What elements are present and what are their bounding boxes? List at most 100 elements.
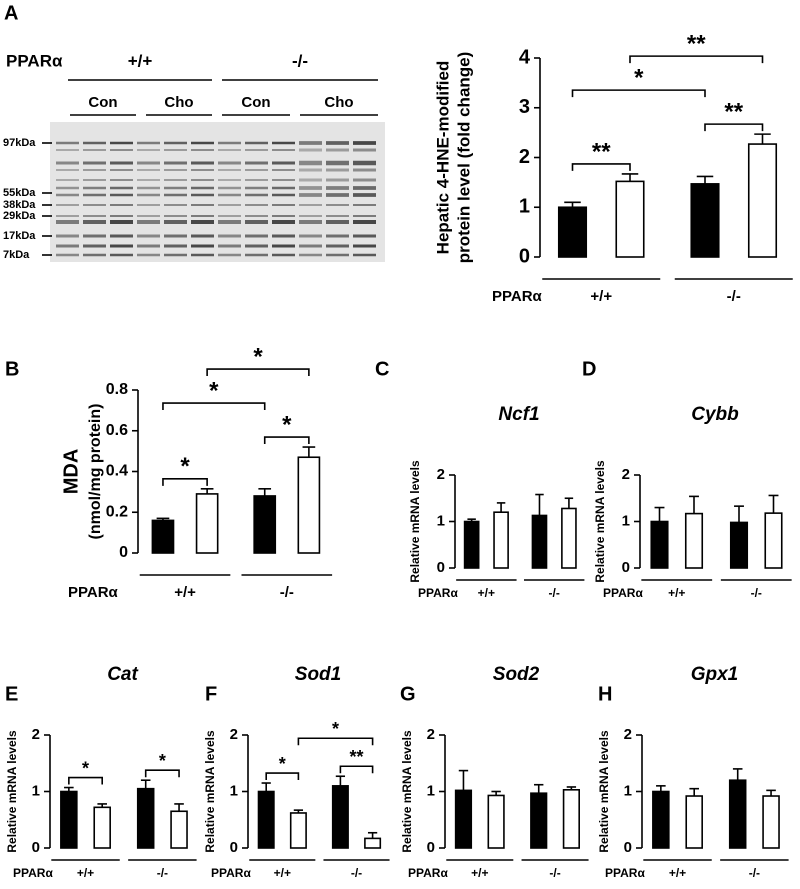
group-label: -/- <box>549 866 560 880</box>
blot-band <box>326 204 349 206</box>
bar <box>93 806 111 849</box>
bar <box>652 790 670 849</box>
blot-band <box>245 244 268 248</box>
y-tick-label: 0 <box>622 559 630 576</box>
significance-label: * <box>180 453 190 480</box>
bar <box>690 183 720 258</box>
blot-band <box>56 141 79 145</box>
blot-band <box>326 193 349 197</box>
blot-band <box>299 244 322 248</box>
blot-band <box>83 149 106 151</box>
blot-band <box>83 234 106 238</box>
blot-band <box>272 234 295 238</box>
blot-band <box>137 161 160 165</box>
y-tick-label: 4 <box>519 46 531 68</box>
blot-band <box>353 220 376 224</box>
significance-label: ** <box>592 138 611 165</box>
y-axis-label: (nmol/mg protein) <box>87 404 104 540</box>
y-tick-label: 2 <box>427 726 435 743</box>
blot-band <box>299 234 322 238</box>
y-tick-label: 1 <box>622 512 630 529</box>
blot-band <box>353 193 376 197</box>
group-label: +/+ <box>668 586 685 600</box>
blot-band <box>299 160 322 166</box>
blot-band <box>299 204 322 206</box>
marker-label: 97kDa <box>3 137 36 149</box>
y-axis-label: Relative mRNA levels <box>593 460 607 583</box>
blot-band <box>218 141 241 145</box>
y-tick-label: 0 <box>32 839 40 856</box>
blot-band <box>245 234 268 238</box>
y-tick-label: 1 <box>427 782 435 799</box>
bar <box>562 789 580 849</box>
group-title: PPARα <box>603 586 643 600</box>
treatment-label: Con <box>241 94 270 111</box>
blot-band <box>191 193 214 197</box>
blot-band <box>164 169 187 171</box>
blot-band <box>191 141 214 145</box>
blot-band <box>272 215 295 217</box>
blot-band <box>110 220 133 224</box>
blot-band <box>110 186 133 190</box>
significance-bracket <box>206 368 310 377</box>
bar <box>454 789 473 849</box>
blot-band <box>83 161 106 165</box>
y-axis-label: MDA <box>60 449 82 495</box>
y-tick-label: 0 <box>437 559 445 576</box>
significance-bracket <box>162 402 266 411</box>
blot-band <box>164 161 187 165</box>
blot-band <box>272 244 295 248</box>
blot-band <box>56 215 79 217</box>
significance-bracket <box>263 436 310 445</box>
bar <box>253 495 277 554</box>
significance-bracket <box>162 478 208 486</box>
blot-band <box>164 244 187 248</box>
blot-band <box>56 161 79 165</box>
blot-band <box>164 149 187 151</box>
y-tick-label: 1 <box>624 782 632 799</box>
bar <box>762 795 780 849</box>
blot-band <box>353 215 376 217</box>
y-tick-label: 0 <box>427 839 435 856</box>
blot-band <box>83 141 106 145</box>
blot-band <box>83 253 106 257</box>
blot-band <box>83 186 106 190</box>
blot-band <box>191 220 214 224</box>
significance-bracket <box>629 55 764 64</box>
panel-letter: H <box>598 683 612 705</box>
blot-band <box>137 220 160 224</box>
significance-bracket <box>704 123 764 132</box>
blot-band <box>56 169 79 171</box>
significance-label: * <box>279 754 286 774</box>
chart-title: Ncf1 <box>498 404 539 425</box>
treatment-label: Con <box>88 94 117 111</box>
group-label: +/+ <box>174 584 196 601</box>
group-label: -/- <box>749 866 760 880</box>
blot-band <box>272 169 295 171</box>
blot-band <box>272 253 295 257</box>
genotype-label: -/- <box>292 51 308 70</box>
panel-letter: E <box>5 683 18 705</box>
blot-band <box>56 244 79 248</box>
panel-letter: F <box>205 683 217 705</box>
blot-band <box>326 234 349 238</box>
bar <box>289 812 307 849</box>
bar <box>136 787 155 849</box>
blot-band <box>164 234 187 238</box>
group-label: -/- <box>549 586 560 600</box>
blot-band <box>353 178 376 182</box>
blot-band <box>245 161 268 165</box>
blot-band <box>137 149 160 151</box>
bar <box>170 810 188 849</box>
significance-label: * <box>209 377 219 404</box>
blot-band <box>110 193 133 197</box>
significance-label: * <box>82 758 89 778</box>
group-title: PPARα <box>211 866 251 880</box>
blot-band <box>137 215 160 217</box>
group-label: +/+ <box>77 866 94 880</box>
treatment-label: Cho <box>164 94 193 111</box>
y-tick-label: 2 <box>230 726 238 743</box>
blot-band <box>326 215 349 217</box>
panel-letter: G <box>400 683 416 705</box>
